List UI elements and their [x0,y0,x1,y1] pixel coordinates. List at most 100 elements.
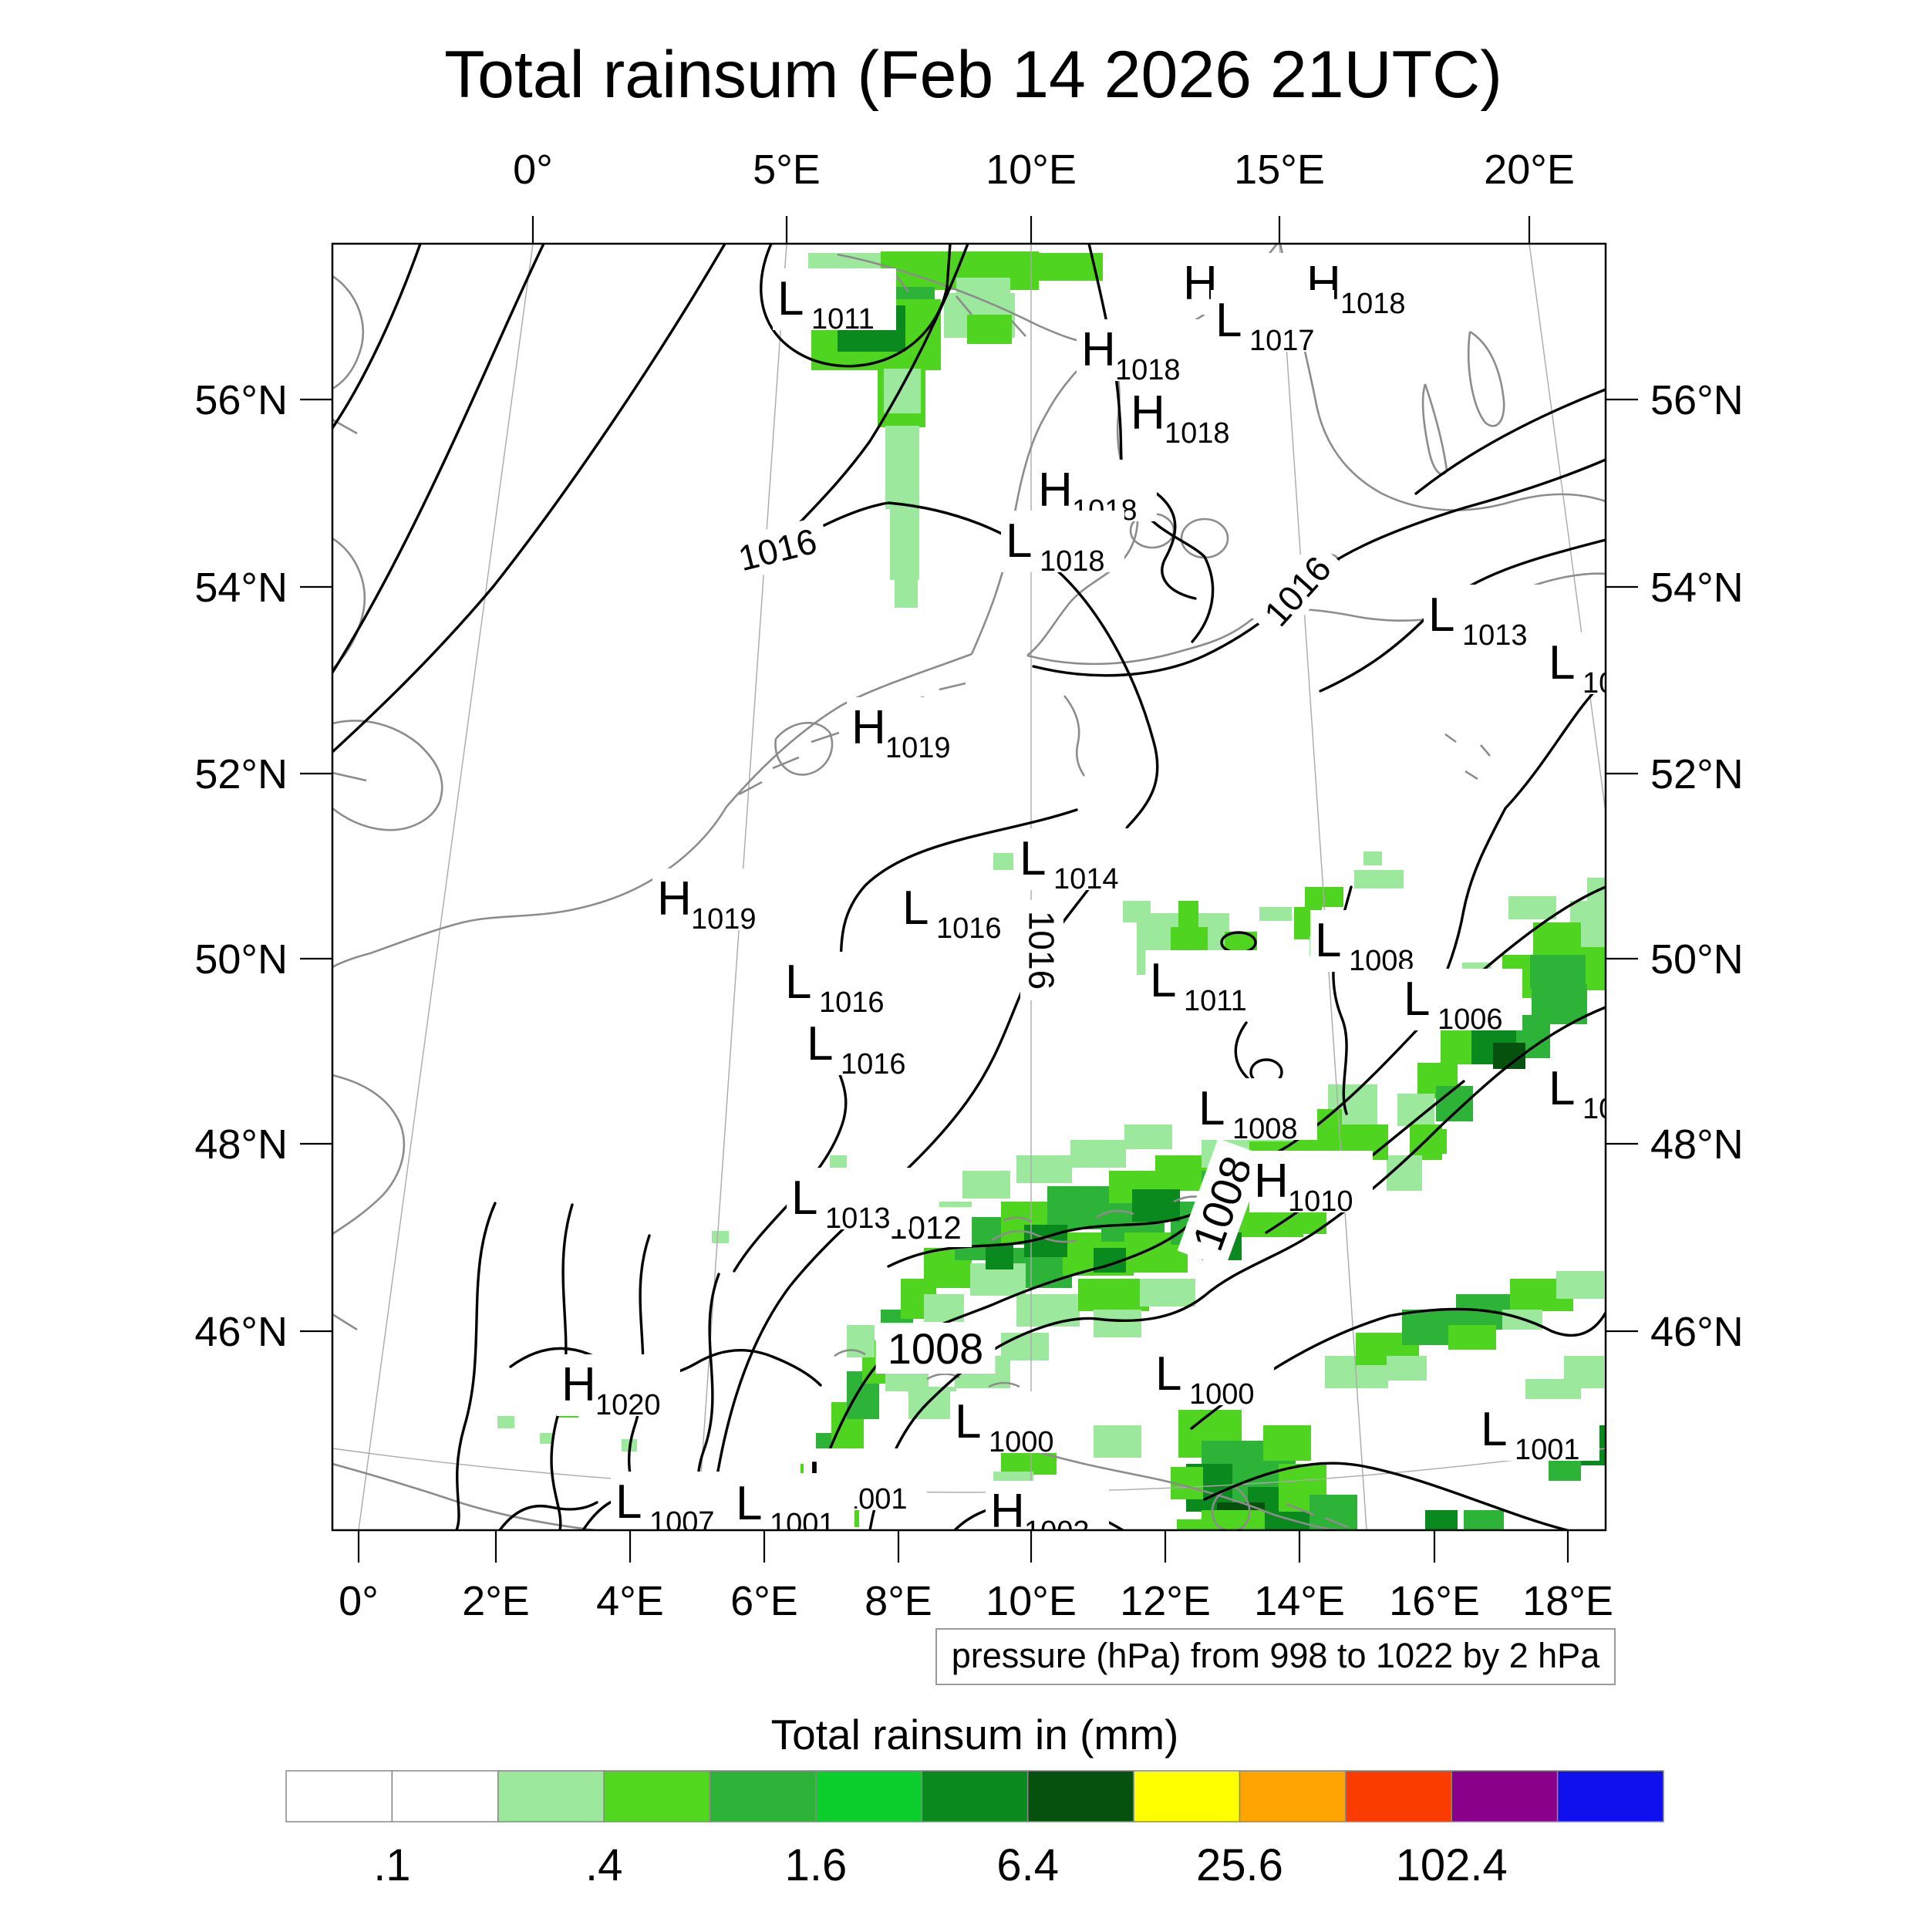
pressure-label-box [787,1168,910,1229]
rain-cell [1140,1279,1195,1307]
isobar-contour [1433,679,1606,1001]
pressure-label-value: 1018 [1040,545,1105,578]
pressure-label-letter: L [1198,1082,1225,1135]
top-axis-label: 0° [513,147,553,193]
pressure-label-value: 1006 [1438,1003,1503,1036]
pressure-label-value: 1020 [595,1389,661,1421]
pressure-label-box [780,952,904,1013]
left-axis-label: 56°N [194,377,288,423]
pressure-label-value: 1007 [649,1506,715,1539]
page-title: Total rainsum (Feb 14 2026 21UTC) [444,38,1502,112]
pressure-label-letter: L [1150,954,1176,1007]
pressure-label-box [1194,1078,1317,1140]
map-border [331,242,1607,1532]
pressure-label-box [950,1391,1074,1453]
rain-cell [1001,1333,1049,1360]
pressure-label-box [1310,910,1434,972]
pressure-label-value: 1000 [1189,1378,1255,1411]
rain-cell [1016,1155,1072,1183]
pressure-label-box [1145,950,1269,1012]
pressure-center-label-L1017: L 1017 [1211,290,1334,357]
pressure-label-letter: L [785,956,811,1009]
pressure-center-label-L1016: L 1016 [780,952,904,1019]
left-axis-label: 50°N [194,936,288,983]
pressure-label-box [1001,511,1124,572]
pressure-label-box [773,268,896,330]
rain-cell [1448,1325,1496,1350]
graticule-line [1279,244,1367,1530]
pressure-label-letter: L [777,272,804,325]
colorbar-cell [1556,1770,1664,1822]
isobar-label-box [723,516,831,582]
pressure-center-label-L1016: L 1016 [898,878,1021,945]
pressure-label-letter: H [1254,1155,1289,1208]
pressure-label-letter: L [955,1395,981,1448]
pressure-center-label-L1008: L 1008 [1194,1078,1317,1145]
pressure-label-box [1476,1399,1599,1461]
pressure-center-label-L1013: L 1013 [787,1168,910,1235]
left-axis-label: 52°N [194,751,288,797]
colorbar-tick-label: .1 [373,1840,410,1890]
pressure-center-label-L10: L 10 [1544,1058,1606,1125]
pressure-label-letter: L [1155,1347,1181,1401]
pressure-center-label-H1010: H 1010 [1249,1151,1373,1218]
rain-cell [1564,1356,1604,1388]
rain-cell [1124,1124,1172,1149]
pressure-label-value: 1016 [841,1048,906,1081]
isobar-contour [1414,388,1606,495]
pressure-center-label-L1011: L 1011 [1145,950,1269,1017]
bottom-axis-label: 16°E [1389,1578,1480,1624]
pressure-label-box [652,868,776,930]
rain-cell [885,426,919,509]
rain-cell [1508,896,1556,919]
pressure-label-box [1399,969,1522,1030]
coastline [332,1074,406,1236]
isobar-label-box [1247,538,1347,643]
colorbar-cell [603,1770,711,1822]
rain-cell [1078,1279,1149,1311]
bottom-axis-label: 6°E [730,1578,798,1624]
pressure-label-letter: L [807,1017,833,1071]
pressure-center-label-L1006: L 1006 [1399,969,1522,1036]
pressure-center-label-L1014: L 1014 [1015,828,1138,895]
colorbar-tick-label: .4 [585,1840,622,1890]
colorbar-title: Total rainsum in (mm) [771,1711,1179,1758]
pressure-label-letter: H [1131,386,1165,440]
colorbar-tick-label: 1.6 [785,1840,848,1890]
pressure-label-box [986,1481,1109,1530]
pressure-label-letter: H [990,1485,1025,1538]
isobar-label-text: 1016 [1021,911,1061,990]
bottom-axis-label: 8°E [865,1578,932,1624]
coastline [726,652,972,808]
coastline [1063,695,1086,777]
pressure-label-letter: H [851,701,886,754]
colorbar-cell [1133,1770,1241,1822]
coastline [332,806,728,969]
pressure-label-box [1015,828,1138,890]
top-axis-label: 5°E [753,147,821,193]
pressure-label-box [898,878,1021,939]
isobar-contour [1203,1462,1569,1530]
colorbar-tick-label: 6.4 [996,1840,1059,1890]
coastline [332,1462,596,1530]
coastline [1467,330,1505,427]
colorbar-cell [709,1770,817,1822]
left-axis-label: 54°N [194,565,288,611]
left-axis-label: 46°N [194,1309,288,1355]
colorbar-cell [815,1770,923,1822]
pressure-center-label-L1008: L 1008 [1310,910,1434,977]
rain-cell [712,1231,729,1243]
pressure-label-box [1077,319,1200,381]
pressure-label-box [802,1013,925,1075]
pressure-label-letter: L [1481,1403,1507,1456]
pressure-label-value: 1011 [1184,985,1247,1017]
pressure-label-letter: L [1404,973,1430,1026]
pressure-center-label-L1011: L 1011 [773,268,896,335]
rain-cell [1178,901,1198,941]
right-axis-label: 52°N [1650,751,1744,797]
pressure-center-label-L1007: L 1007 [611,1472,734,1539]
isobar-contour [509,1347,822,1387]
rain-cell [1530,955,1586,989]
